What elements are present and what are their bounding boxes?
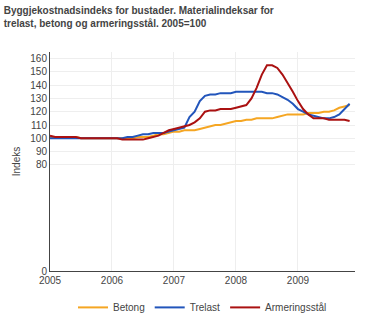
svg-text:Indeks: Indeks [11, 147, 22, 176]
svg-text:2009: 2009 [287, 275, 310, 286]
svg-text:2007: 2007 [163, 275, 186, 286]
svg-text:Betong: Betong [113, 302, 145, 313]
svg-text:Armeringsstål: Armeringsstål [265, 302, 326, 313]
svg-text:80: 80 [36, 159, 48, 170]
svg-text:2006: 2006 [101, 275, 124, 286]
svg-text:140: 140 [30, 80, 47, 91]
svg-text:0: 0 [41, 266, 47, 277]
svg-text:Trelast: Trelast [190, 302, 220, 313]
svg-text:Byggjekostnadsindeks for busta: Byggjekostnadsindeks for bustader. Mater… [4, 5, 274, 29]
svg-text:90: 90 [36, 146, 48, 157]
svg-text:130: 130 [30, 93, 47, 104]
svg-text:2005: 2005 [39, 275, 62, 286]
svg-text:2008: 2008 [225, 275, 248, 286]
svg-text:110: 110 [31, 120, 47, 131]
svg-text:100: 100 [30, 133, 47, 144]
svg-text:150: 150 [30, 66, 47, 77]
svg-text:120: 120 [30, 106, 47, 117]
svg-text:160: 160 [30, 53, 47, 64]
